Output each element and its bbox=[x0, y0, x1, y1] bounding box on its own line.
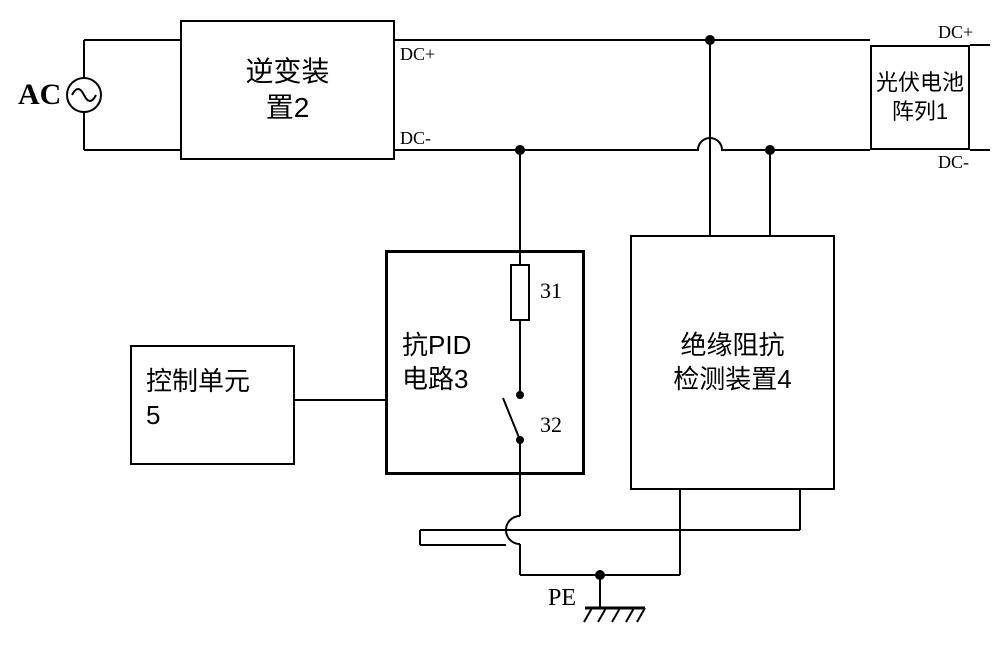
insulation-label: 绝缘阻抗 检测装置4 bbox=[673, 329, 791, 397]
ground-hatch-1 bbox=[584, 608, 592, 622]
ground-hatch-3 bbox=[612, 608, 620, 622]
resistor-31-label: 31 bbox=[540, 278, 562, 304]
ground-hatch-4 bbox=[626, 608, 634, 622]
junction-dot bbox=[765, 145, 775, 155]
dc-plus-inverter-label: DC+ bbox=[400, 44, 435, 65]
junction-dot bbox=[595, 570, 605, 580]
ac-source-sine bbox=[72, 89, 96, 101]
inverter-box: 逆变装 置2 bbox=[180, 20, 395, 160]
ac-source-circle bbox=[67, 78, 101, 112]
pv-array-box: 光伏电池 阵列1 bbox=[870, 45, 970, 150]
inverter-label: 逆变装 置2 bbox=[245, 54, 329, 127]
dc-minus-bus bbox=[395, 138, 870, 150]
ground-hatch-2 bbox=[598, 608, 606, 622]
pe-join-hop-into-pid bbox=[506, 545, 520, 559]
control-box: 控制单元 5 bbox=[130, 345, 295, 465]
ground-hatch-5 bbox=[637, 608, 645, 622]
insulation-box: 绝缘阻抗 检测装置4 bbox=[630, 235, 835, 490]
dc-minus-pv-label: DC- bbox=[938, 152, 969, 173]
pv-array-label: 光伏电池 阵列1 bbox=[876, 69, 964, 126]
junction-dot bbox=[705, 35, 715, 45]
anti-pid-label: 抗PID 电路3 bbox=[402, 329, 471, 397]
pid-hop bbox=[506, 516, 520, 544]
junction-dot bbox=[515, 145, 525, 155]
pe-label: PE bbox=[548, 585, 576, 612]
ac-label: AC bbox=[18, 78, 61, 112]
switch-32-label: 32 bbox=[540, 412, 562, 438]
control-label: 控制单元 5 bbox=[146, 365, 250, 433]
dc-plus-pv-label: DC+ bbox=[938, 22, 973, 43]
dc-minus-inverter-label: DC- bbox=[400, 128, 431, 149]
